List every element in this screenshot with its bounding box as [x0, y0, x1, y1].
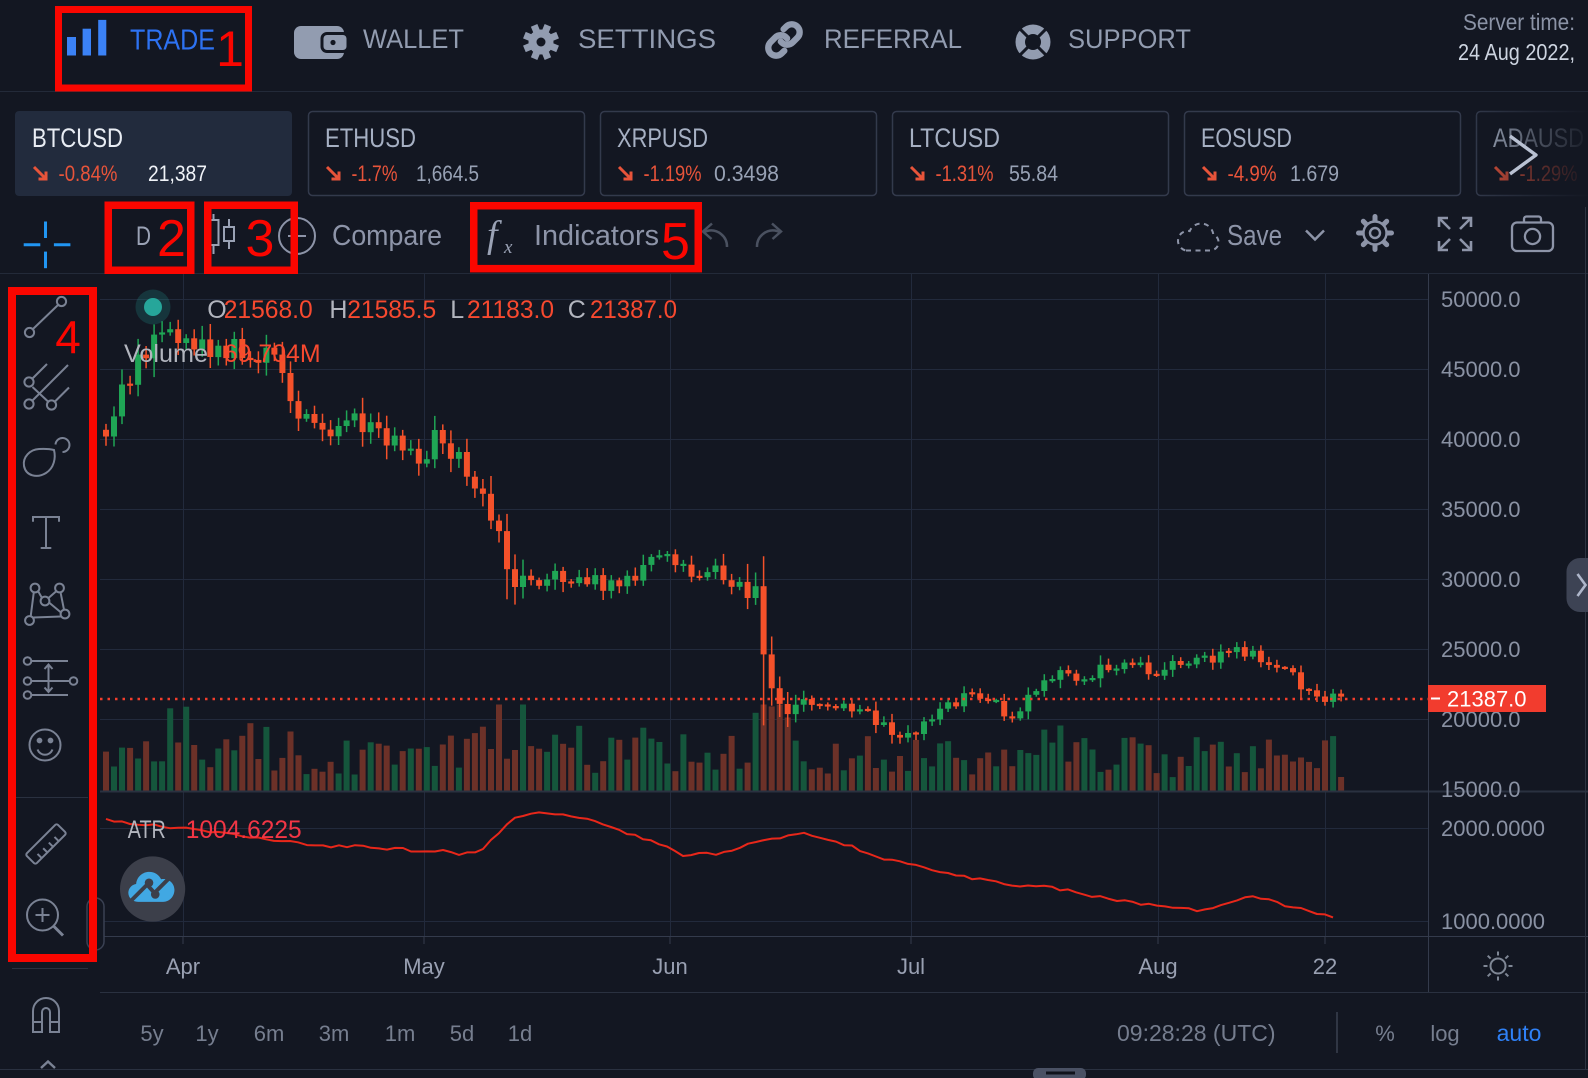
- svg-text:-1.19%: -1.19%: [644, 161, 702, 186]
- svg-text:5y: 5y: [140, 1021, 163, 1046]
- svg-text:21387.0: 21387.0: [590, 296, 677, 324]
- svg-text:55.84: 55.84: [1009, 161, 1058, 186]
- svg-text:H: H: [329, 296, 347, 324]
- svg-text:3m: 3m: [319, 1021, 350, 1046]
- svg-text:22: 22: [1313, 954, 1337, 979]
- svg-text:24 Aug 2022,: 24 Aug 2022,: [1458, 39, 1575, 65]
- svg-text:21,387: 21,387: [148, 161, 207, 186]
- svg-text:15000.0: 15000.0: [1441, 777, 1521, 802]
- svg-text:WALLET: WALLET: [363, 24, 464, 54]
- svg-text:Server time:: Server time:: [1463, 9, 1575, 35]
- svg-text:C: C: [568, 296, 586, 324]
- svg-text:O: O: [207, 296, 226, 324]
- svg-text:Jun: Jun: [652, 954, 687, 979]
- svg-text:L: L: [450, 296, 464, 324]
- svg-text:5: 5: [661, 213, 690, 271]
- svg-text:%: %: [1375, 1021, 1395, 1046]
- svg-text:-1.31%: -1.31%: [936, 161, 994, 186]
- svg-text:1: 1: [216, 21, 244, 77]
- svg-text:Volume: Volume: [124, 340, 208, 368]
- svg-text:21568.0: 21568.0: [224, 296, 313, 324]
- svg-text:TRADE: TRADE: [130, 25, 215, 57]
- svg-text:09:28:28 (UTC): 09:28:28 (UTC): [1117, 1020, 1276, 1046]
- svg-text:1m: 1m: [385, 1021, 416, 1046]
- svg-text:SETTINGS: SETTINGS: [578, 24, 716, 54]
- svg-text:69.704M: 69.704M: [224, 340, 321, 368]
- svg-text:ETHUSD: ETHUSD: [325, 123, 416, 153]
- svg-text:LTCUSD: LTCUSD: [909, 123, 1000, 153]
- svg-text:ATR: ATR: [128, 816, 166, 844]
- svg-text:21183.0: 21183.0: [467, 296, 554, 324]
- svg-text:2: 2: [157, 210, 186, 268]
- svg-text:35000.0: 35000.0: [1441, 497, 1521, 522]
- svg-text:-0.84%: -0.84%: [59, 161, 118, 186]
- svg-text:Compare: Compare: [332, 220, 442, 252]
- svg-text:BTCUSD: BTCUSD: [32, 123, 123, 153]
- svg-text:45000.0: 45000.0: [1441, 357, 1521, 382]
- svg-text:REFERRAL: REFERRAL: [824, 24, 962, 54]
- svg-text:auto: auto: [1497, 1020, 1542, 1046]
- svg-text:1004.6225: 1004.6225: [186, 816, 302, 844]
- svg-text:2000.0000: 2000.0000: [1441, 816, 1545, 841]
- svg-text:21585.5: 21585.5: [347, 296, 436, 324]
- svg-text:-4.9%: -4.9%: [1228, 161, 1277, 186]
- svg-text:5d: 5d: [450, 1021, 474, 1046]
- svg-text:Aug: Aug: [1138, 954, 1177, 979]
- svg-text:21387.0: 21387.0: [1447, 687, 1527, 712]
- svg-text:4: 4: [55, 311, 81, 363]
- svg-text:EOSUSD: EOSUSD: [1201, 123, 1292, 153]
- svg-text:6m: 6m: [254, 1021, 285, 1046]
- svg-text:Apr: Apr: [166, 954, 200, 979]
- svg-text:1y: 1y: [195, 1021, 218, 1046]
- svg-text:-1.7%: -1.7%: [352, 161, 398, 186]
- svg-text:May: May: [403, 954, 445, 979]
- svg-text:40000.0: 40000.0: [1441, 427, 1521, 452]
- svg-text:SUPPORT: SUPPORT: [1068, 24, 1191, 54]
- svg-text:Indicators: Indicators: [534, 220, 659, 252]
- svg-text:50000.0: 50000.0: [1441, 287, 1521, 312]
- svg-text:D: D: [136, 221, 151, 251]
- svg-text:3: 3: [246, 210, 275, 268]
- svg-text:Jul: Jul: [897, 954, 925, 979]
- svg-text:1.679: 1.679: [1290, 161, 1339, 186]
- svg-text:XRPUSD: XRPUSD: [617, 123, 708, 153]
- svg-text:0.3498: 0.3498: [714, 161, 779, 186]
- svg-text:1,664.5: 1,664.5: [416, 161, 479, 186]
- svg-text:log: log: [1430, 1021, 1459, 1046]
- svg-text:1d: 1d: [508, 1021, 532, 1046]
- svg-text:1000.0000: 1000.0000: [1441, 909, 1545, 934]
- svg-text:Save: Save: [1227, 220, 1282, 252]
- svg-text:x: x: [503, 237, 513, 258]
- svg-text:30000.0: 30000.0: [1441, 567, 1521, 592]
- svg-text:25000.0: 25000.0: [1441, 637, 1521, 662]
